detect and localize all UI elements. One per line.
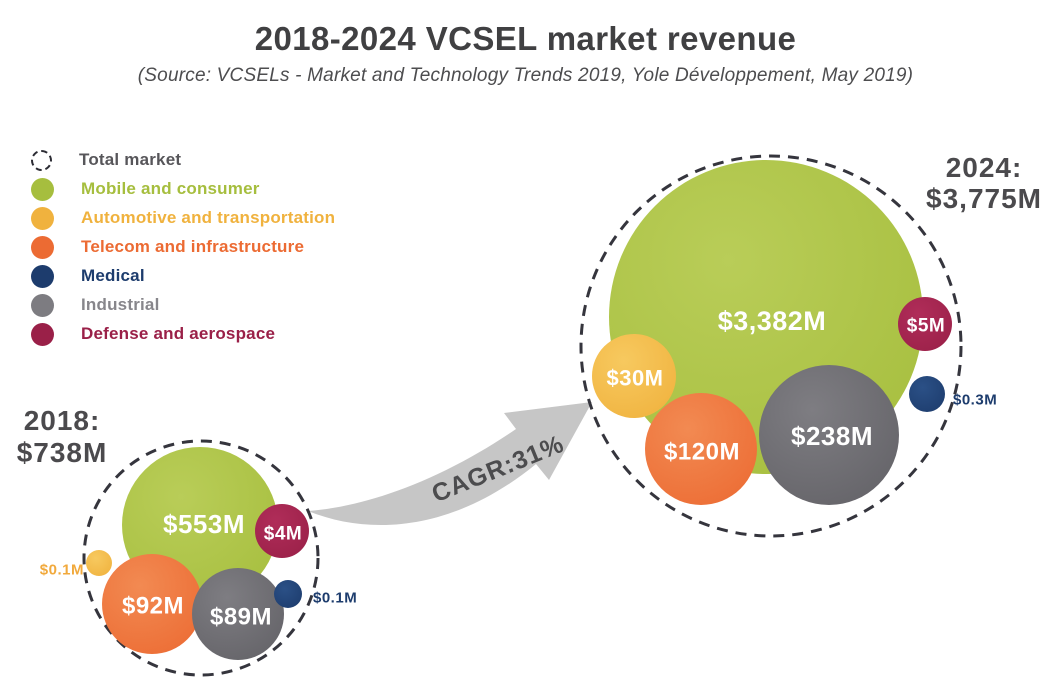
legend-item-telecom-infrastructure: Telecom and infrastructure xyxy=(31,235,335,259)
bubble-2024-defense-and-aerospace xyxy=(898,297,952,351)
bubble-2024-telecom-and-infrastructure xyxy=(645,393,757,505)
dashed-ring-icon xyxy=(31,149,52,171)
bubble-label-2018-medical: $0.1M xyxy=(313,590,357,607)
bubble-label-2024-telecom-and-infrastructure: $120M xyxy=(664,439,740,466)
bubble-label-2024-defense-and-aerospace: $5M xyxy=(907,316,945,337)
legend-swatch-industrial xyxy=(31,293,54,317)
legend-item-defense-aerospace: Defense and aerospace xyxy=(31,322,335,346)
chart-subtitle: (Source: VCSELs - Market and Technology … xyxy=(137,64,914,86)
legend-swatch-medical xyxy=(31,264,54,288)
bubble-2018-defense-and-aerospace xyxy=(255,504,309,558)
bubble-label-2018-defense-and-aerospace: $4M xyxy=(264,524,302,545)
legend-label-defense-aerospace: Defense and aerospace xyxy=(81,324,276,343)
growth-arrow xyxy=(308,402,592,526)
chart-title: 2018-2024 VCSEL market revenue xyxy=(254,20,797,57)
chart-header: 2018-2024 VCSEL market revenue (Source: … xyxy=(0,20,1051,87)
legend-label-medical: Medical xyxy=(81,266,145,285)
bubble-label-2024-automotive-and-transportation: $30M xyxy=(606,366,663,391)
legend-label-automotive-transportation: Automotive and transportation xyxy=(81,208,336,227)
legend-swatch-mobile-consumer xyxy=(31,177,54,201)
legend: Total market Mobile and consumer Automotiv… xyxy=(31,148,335,346)
legend-swatch-telecom-infrastructure xyxy=(31,235,54,259)
legend-item-industrial: Industrial xyxy=(31,293,335,317)
bubble-label-2018-automotive-and-transportation: $0.1M xyxy=(40,562,84,579)
total-market-ring-2024 xyxy=(579,154,963,538)
legend-label-industrial: Industrial xyxy=(81,295,160,314)
bubble-label-2024-mobile-and-consumer: $3,382M xyxy=(718,306,827,336)
bubble-2024-industrial xyxy=(759,365,899,505)
cluster-year-label-2018: 2018: xyxy=(24,405,101,436)
legend-label-mobile-consumer: Mobile and consumer xyxy=(81,179,260,198)
cluster-year-label-2024: 2024: xyxy=(946,152,1023,183)
bubble-2018-industrial xyxy=(192,568,284,660)
total-market-ring-2018 xyxy=(82,439,320,677)
bubble-2018-medical xyxy=(274,580,302,608)
cluster-total-label-2024: $3,775M xyxy=(926,183,1042,214)
bubble-2018-telecom-and-infrastructure xyxy=(102,554,202,654)
legend-item-mobile-consumer: Mobile and consumer xyxy=(31,177,335,201)
legend-swatch-defense-aerospace xyxy=(31,322,54,346)
bubble-2018-automotive-and-transportation xyxy=(86,550,112,576)
legend-label-total-market: Total market xyxy=(79,150,182,169)
legend-label-telecom-infrastructure: Telecom and infrastructure xyxy=(81,237,305,256)
bubble-2024-automotive-and-transportation xyxy=(592,334,676,418)
legend-item-total-market: Total market xyxy=(31,148,335,172)
bubble-2024-medical xyxy=(909,376,945,412)
bubble-label-2024-medical: $0.3M xyxy=(953,392,997,409)
legend-item-automotive-transportation: Automotive and transportation xyxy=(31,206,335,230)
bubble-label-2024-industrial: $238M xyxy=(791,421,873,451)
legend-swatch-automotive-transportation xyxy=(31,206,54,230)
bubble-label-2018-telecom-and-infrastructure: $92M xyxy=(122,593,184,620)
legend-item-medical: Medical xyxy=(31,264,335,288)
bubble-label-2018-mobile-and-consumer: $553M xyxy=(163,509,245,539)
bubble-label-2018-industrial: $89M xyxy=(210,604,272,631)
cluster-total-label-2018: $738M xyxy=(17,437,108,468)
